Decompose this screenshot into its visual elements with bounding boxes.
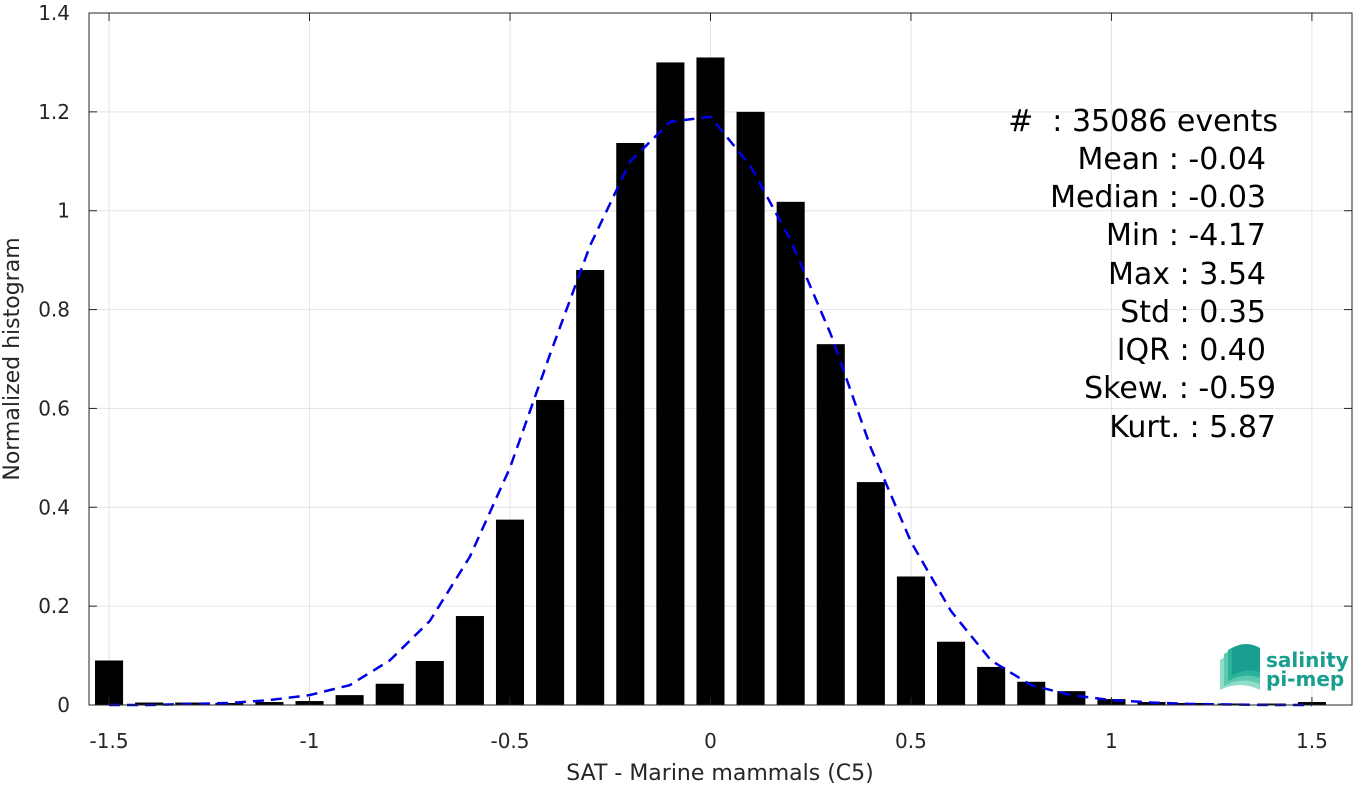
- y-tick-labels: 0 0.2 0.4 0.6 0.8 1 1.2 1.4: [38, 1, 70, 717]
- x-tick-label: -1.5: [90, 729, 129, 753]
- histogram-bar: [455, 616, 484, 705]
- histogram-bar: [495, 519, 525, 705]
- x-tick-label: 1.5: [1296, 729, 1328, 753]
- wave-icon: [1220, 644, 1260, 690]
- plot-frame: [88, 12, 1353, 706]
- x-tick-label: 1: [1105, 729, 1118, 753]
- x-tick-label: 0.5: [895, 729, 927, 753]
- histogram-bar: [536, 400, 565, 705]
- y-tick-label: 1.4: [38, 1, 70, 25]
- salinity-pi-mep-logo: salinity pi-mep: [1220, 644, 1349, 691]
- histogram-bars: [95, 57, 1326, 706]
- stats-mean: Mean : -0.04: [1077, 142, 1266, 177]
- histogram-bar: [736, 111, 765, 706]
- stats-std: Std : 0.35: [1120, 295, 1266, 330]
- y-axis-label: Normalized histogram: [0, 237, 25, 480]
- fit-curve: [109, 115, 1312, 707]
- histogram-bar: [856, 482, 885, 705]
- histogram-bar: [215, 703, 244, 705]
- histogram-bar: [1257, 703, 1286, 705]
- x-tick-label: -1: [300, 729, 320, 753]
- y-tick-label: 0.4: [38, 495, 70, 519]
- stats-median: Median : -0.03: [1050, 180, 1266, 215]
- stats-skew: Skew. : -0.59: [1084, 371, 1276, 406]
- histogram-bar: [576, 270, 605, 705]
- stats-iqr: IQR : 0.40: [1117, 333, 1266, 368]
- y-tick-label: 0.2: [38, 594, 70, 618]
- histogram-bar: [375, 683, 404, 705]
- histogram-bar: [937, 641, 966, 705]
- histogram-bar: [255, 702, 284, 705]
- stats-events: # : 35086 events: [1008, 104, 1278, 139]
- stats-kurt: Kurt. : 5.87: [1109, 410, 1276, 445]
- histogram-bar: [776, 201, 805, 705]
- histogram-bar: [696, 57, 725, 705]
- histogram-bar: [896, 576, 925, 705]
- histogram-bar: [335, 695, 364, 705]
- y-tick-label: 0.6: [38, 396, 70, 420]
- logo-text-pi-mep: pi-mep: [1266, 667, 1344, 691]
- logo-text-salinity: salinity: [1266, 648, 1349, 672]
- histogram-bar: [656, 62, 685, 705]
- histogram-bar: [1017, 681, 1046, 705]
- x-tick-label: -0.5: [490, 729, 529, 753]
- x-tick-labels: -1.5 -1 -0.5 0 0.5 1 1.5: [90, 729, 1328, 753]
- histogram-bar: [816, 344, 845, 705]
- x-axis-label: SAT - Marine mammals (C5): [566, 761, 874, 785]
- stats-box: # : 35086 events Mean : -0.04 Median : -…: [1008, 104, 1278, 445]
- histogram-bar: [977, 666, 1006, 705]
- y-tick-label: 1.2: [38, 100, 70, 124]
- stats-max: Max : 3.54: [1108, 257, 1266, 292]
- y-tick-label: 0.8: [38, 298, 70, 322]
- histogram-bar: [415, 661, 444, 705]
- histogram-bar: [616, 142, 645, 706]
- stats-min: Min : -4.17: [1106, 218, 1266, 253]
- x-tick-label: 0: [704, 729, 717, 753]
- y-tick-label: 1: [57, 199, 70, 223]
- y-tick-label: 0: [57, 693, 70, 717]
- axes: [88, 12, 1353, 706]
